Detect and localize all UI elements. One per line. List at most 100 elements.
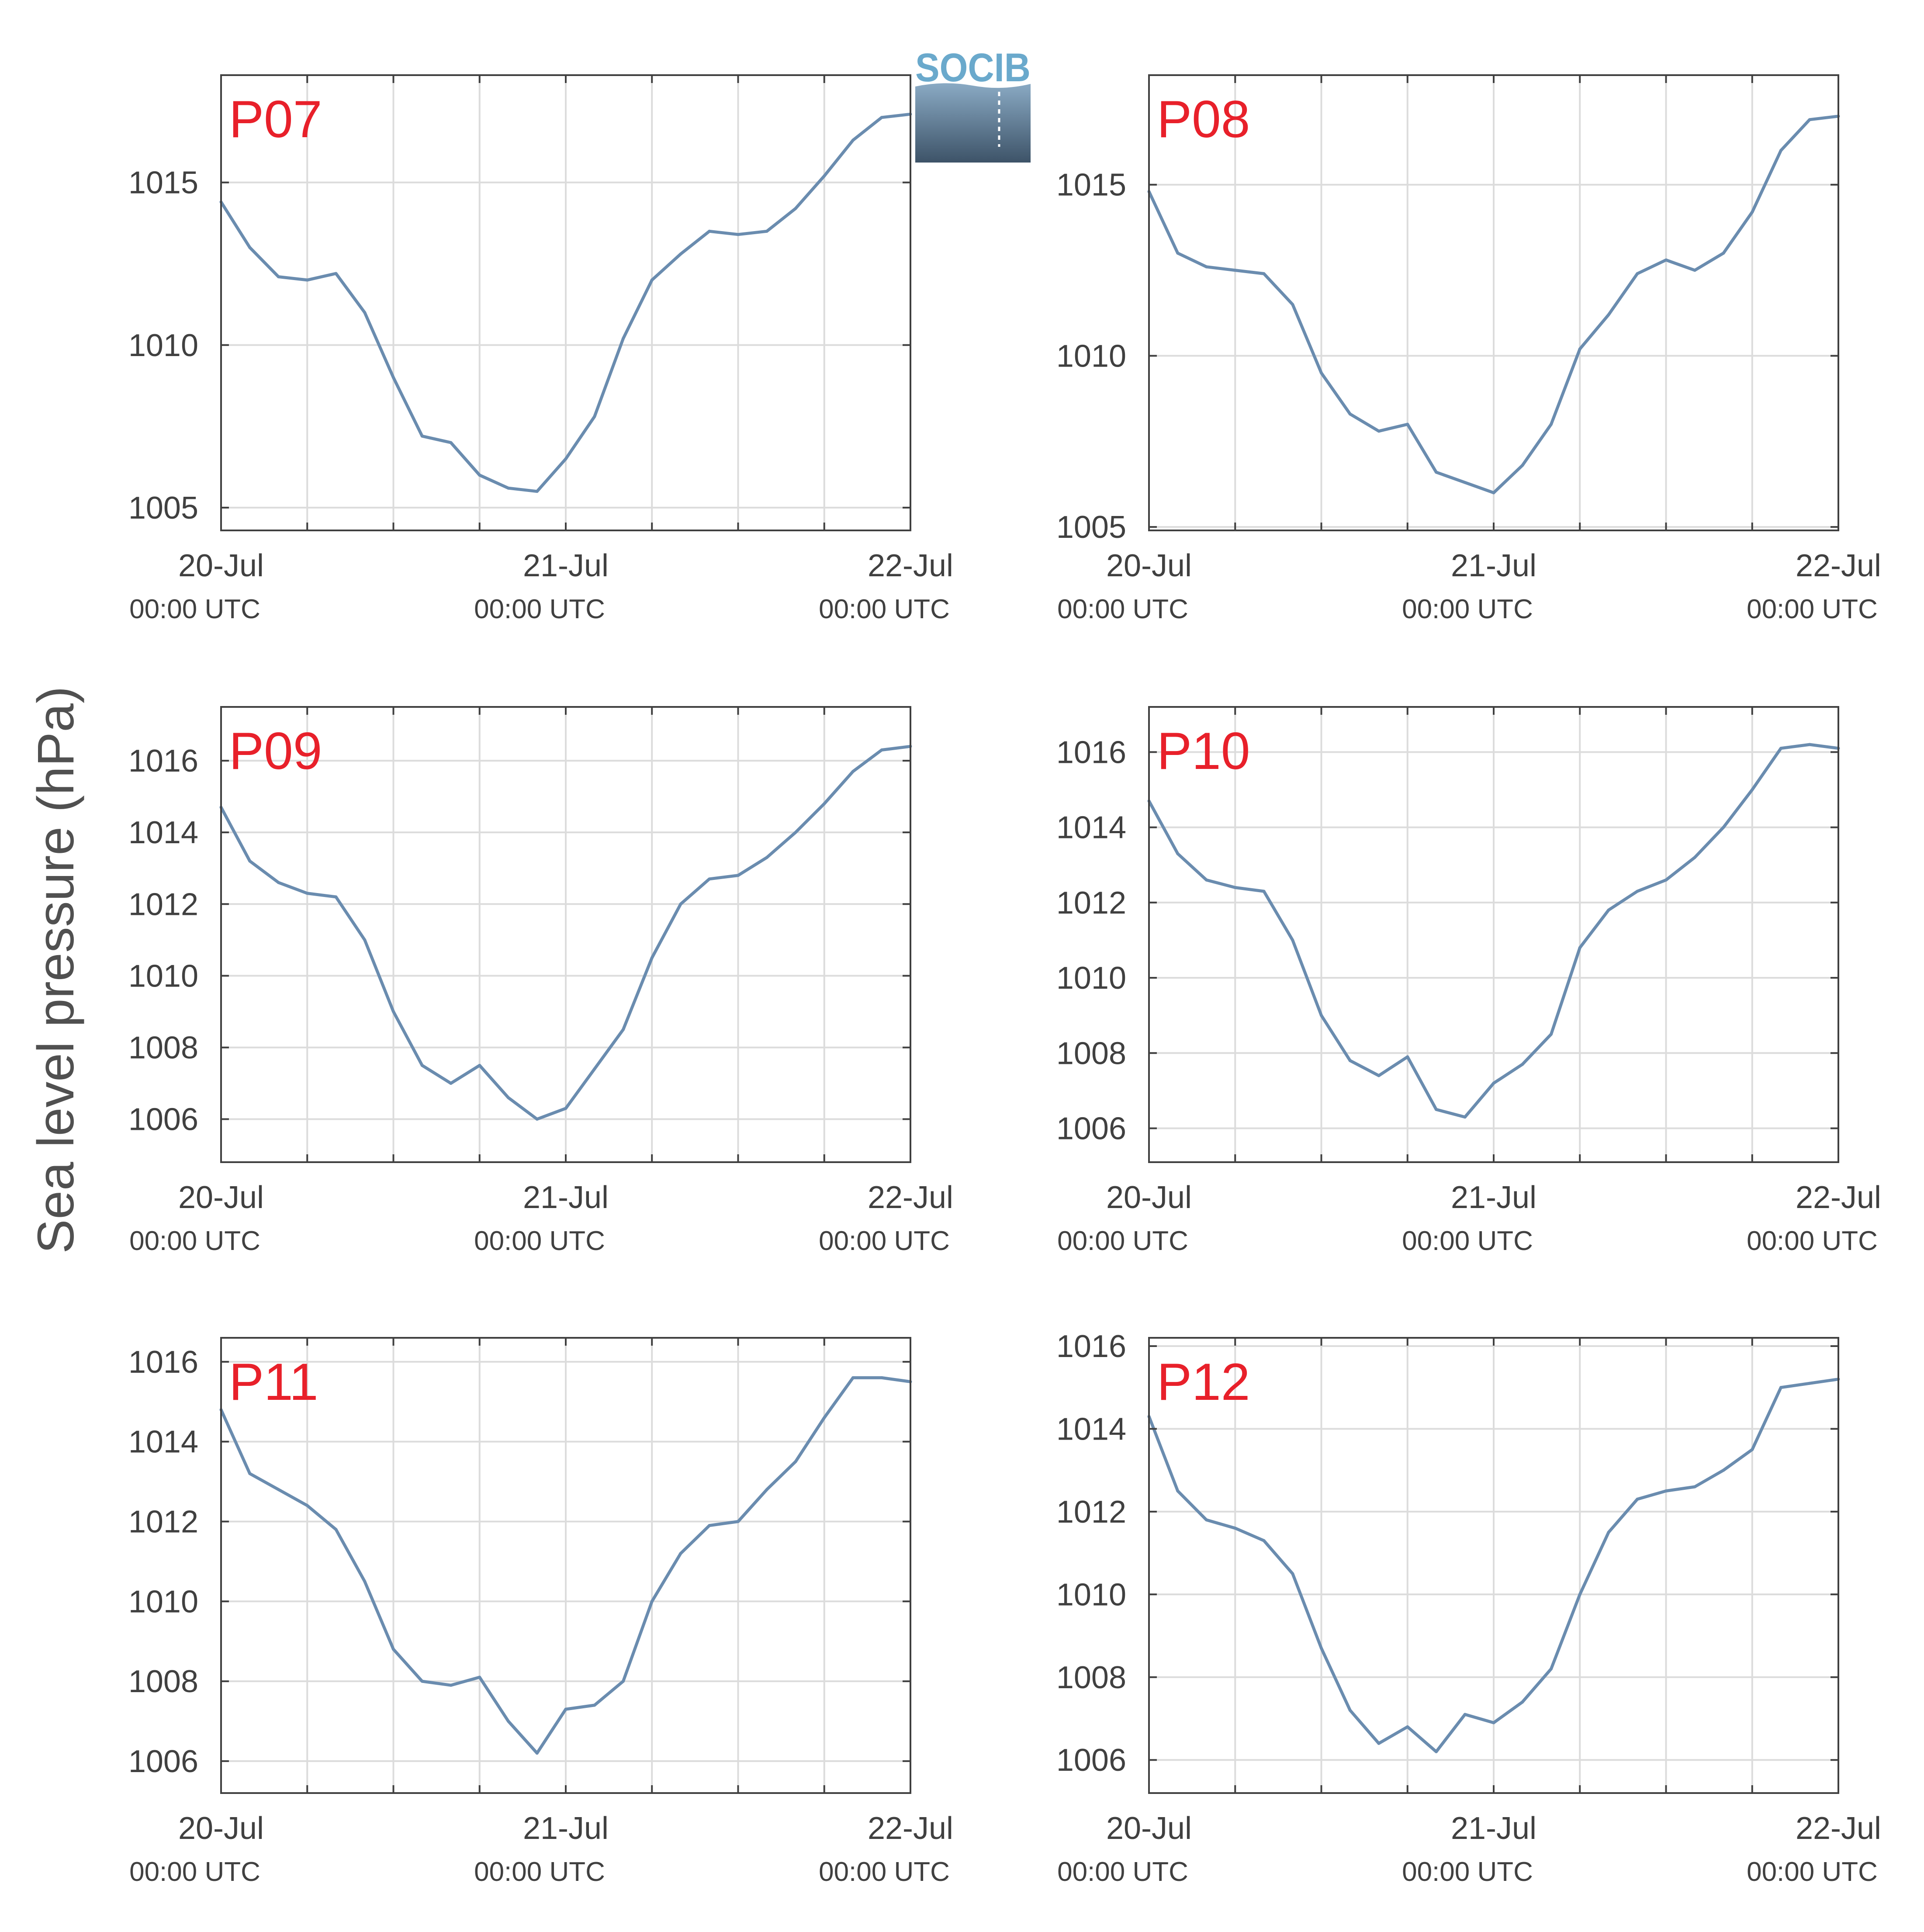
chart-panel-p07: 1005 1010 1015 20-Jul 00:00 UTC 21-Jul 00:00 U…: [128, 74, 953, 624]
y-tick-label: 1015: [128, 166, 198, 201]
x-tick-sublabel: 00:00 UTC: [474, 1226, 605, 1256]
x-tick-label: 21-Jul: [1451, 1180, 1536, 1215]
data-point: [277, 1488, 280, 1491]
data-point: [1320, 1646, 1323, 1650]
data-point: [1320, 371, 1323, 375]
y-tick-label: 1014: [1056, 810, 1126, 845]
data-point: [679, 252, 682, 256]
data-point: [1291, 1572, 1294, 1575]
data-point: [1348, 1059, 1352, 1062]
y-tick-label: 1008: [128, 1030, 198, 1065]
data-point: [248, 1472, 252, 1475]
y-tick-label: 1012: [128, 1504, 198, 1539]
data-point: [1377, 1742, 1381, 1745]
data-point: [1636, 272, 1639, 275]
x-tick-label: 20-Jul: [178, 1180, 264, 1215]
x-tick-sublabel: 00:00 UTC: [819, 594, 950, 624]
data-point: [535, 1118, 539, 1121]
data-point: [1693, 855, 1696, 859]
data-point: [1205, 1518, 1208, 1522]
data-point: [305, 278, 309, 282]
data-point: [334, 272, 338, 275]
data-point: [794, 831, 797, 834]
data-point: [650, 278, 654, 282]
socib-logo-wave: [915, 83, 1031, 163]
y-tick-label: 1005: [128, 491, 198, 526]
data-point: [765, 229, 768, 233]
data-point: [363, 1580, 367, 1583]
data-point: [1578, 946, 1581, 949]
x-tick-sublabel: 00:00 UTC: [1402, 594, 1533, 624]
data-point: [765, 1488, 768, 1491]
data-point: [1377, 429, 1381, 433]
y-tick-label: 1016: [128, 1345, 198, 1380]
data-point: [1463, 1713, 1467, 1716]
y-tick-label: 1010: [1056, 961, 1126, 996]
data-point: [1751, 788, 1754, 791]
data-point: [392, 1648, 395, 1651]
x-tick-label: 22-Jul: [1796, 548, 1881, 583]
data-point: [564, 1107, 568, 1110]
data-point: [1291, 303, 1294, 306]
x-tick-label: 20-Jul: [1106, 548, 1192, 583]
data-point: [622, 1679, 625, 1683]
data-point: [363, 311, 367, 314]
x-tick-sublabel: 00:00 UTC: [819, 1226, 950, 1256]
y-tick-label: 1010: [1056, 339, 1126, 374]
data-point: [593, 1067, 596, 1071]
data-point: [1722, 1468, 1725, 1472]
data-point: [1607, 908, 1610, 912]
x-tick-label: 20-Jul: [178, 548, 264, 583]
data-point: [708, 1524, 711, 1527]
data-point: [1176, 1489, 1180, 1492]
data-point: [1492, 491, 1495, 495]
data-point: [650, 1600, 654, 1603]
y-tick-label: 1006: [128, 1102, 198, 1137]
data-point: [622, 1028, 625, 1031]
data-point: [478, 1063, 481, 1067]
data-point: [1463, 1115, 1467, 1119]
x-tick-label: 20-Jul: [1106, 1180, 1192, 1215]
y-tick-label: 1005: [1056, 510, 1126, 545]
data-point: [1435, 1108, 1438, 1111]
data-point: [449, 441, 453, 444]
data-point: [1751, 210, 1754, 214]
y-tick-label: 1012: [1056, 886, 1126, 921]
data-point: [593, 1703, 596, 1707]
data-point: [305, 892, 309, 895]
x-tick-sublabel: 00:00 UTC: [1057, 594, 1188, 624]
data-point: [823, 1416, 826, 1420]
y-tick-label: 1014: [128, 1425, 198, 1460]
data-point: [1607, 313, 1610, 316]
data-point: [737, 1520, 740, 1523]
data-point: [1205, 878, 1208, 882]
y-tick-label: 1010: [128, 959, 198, 994]
y-tick-label: 1008: [1056, 1660, 1126, 1695]
data-point: [851, 1376, 855, 1379]
data-point: [1550, 1667, 1553, 1671]
data-point: [708, 877, 711, 881]
data-point: [1664, 1489, 1668, 1492]
data-point: [880, 1376, 883, 1379]
data-point: [1233, 1527, 1237, 1530]
y-tick-label: 1008: [128, 1664, 198, 1699]
data-point: [1693, 269, 1696, 272]
data-point: [1176, 251, 1180, 255]
data-point: [1751, 1448, 1754, 1451]
chart-panel-p11: 1006 1008 1010 1012 1014 1016 20-Jul 00:00 UTC 2…: [128, 1337, 953, 1887]
data-point: [305, 1504, 309, 1507]
data-point: [535, 490, 539, 493]
y-tick-label: 1006: [1056, 1743, 1126, 1778]
socib-logo: SOCIB: [915, 45, 1031, 163]
x-tick-sublabel: 00:00 UTC: [1057, 1857, 1188, 1887]
x-tick-sublabel: 00:00 UTC: [129, 1226, 260, 1256]
data-point: [1722, 826, 1725, 829]
data-point: [1406, 1725, 1409, 1728]
data-point: [420, 1063, 424, 1067]
data-point: [1808, 743, 1811, 746]
x-tick-label: 20-Jul: [178, 1811, 264, 1846]
data-point: [1262, 272, 1266, 275]
data-point: [880, 748, 883, 751]
x-tick-label: 22-Jul: [868, 1180, 953, 1215]
